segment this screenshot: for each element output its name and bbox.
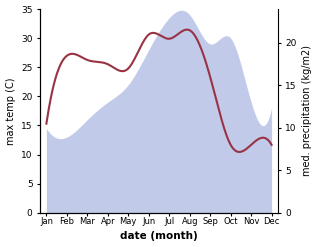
- Y-axis label: med. precipitation (kg/m2): med. precipitation (kg/m2): [302, 45, 313, 176]
- Y-axis label: max temp (C): max temp (C): [5, 77, 16, 145]
- X-axis label: date (month): date (month): [120, 231, 198, 242]
